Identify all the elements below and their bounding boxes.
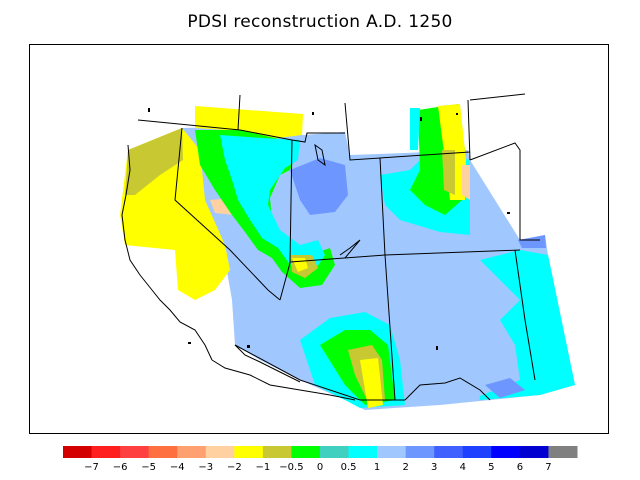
legend-swatch: [377, 446, 407, 458]
legend-tick-label: 0: [317, 462, 323, 473]
legend-tick-label: −3: [198, 462, 213, 473]
border-wy-ne: [379, 151, 471, 159]
legend-swatch: [462, 446, 492, 458]
legend-tick-label: 1: [374, 462, 380, 473]
color-legend: −7 −6 −5 −4 −3 −2 −1 −0.5 0 0.5 1 2 3 4 5 6 7: [63, 446, 578, 473]
border-id-ut: [291, 132, 345, 143]
legend-tick-label: −5: [141, 462, 156, 473]
coastline-sea-of-cortez: [234, 344, 301, 383]
island: [436, 346, 438, 350]
legend-swatch: [148, 446, 178, 458]
field-light-blue-se: [420, 310, 520, 400]
legend-tick-label: −6: [113, 462, 128, 473]
field-yellow-south: [360, 358, 383, 408]
legend-tick-label: 0.5: [341, 462, 357, 473]
island: [188, 342, 191, 344]
legend-swatch: [548, 446, 578, 458]
legend-swatch: [348, 446, 378, 458]
legend-tick-label: −2: [227, 462, 242, 473]
border-ne-ks: [469, 142, 540, 241]
field-mid-blue-ne: [518, 235, 546, 248]
legend-tick-label: 2: [402, 462, 408, 473]
border-wy-sd: [467, 99, 471, 161]
border-nv-ut: [237, 94, 241, 131]
border-ut-wy: [344, 102, 386, 256]
legend-tick-label: −0.5: [279, 462, 303, 473]
small-islands: [148, 108, 510, 350]
legend-tick-label: 3: [431, 462, 437, 473]
island: [148, 108, 150, 112]
island: [456, 113, 458, 115]
legend-swatch: [91, 446, 121, 458]
field-olive-nw: [125, 128, 183, 195]
legend-swatch: [262, 446, 292, 458]
legend-tick-label: −7: [84, 462, 99, 473]
legend-tick-label: −1: [256, 462, 271, 473]
field-cyan-band-1: [220, 135, 325, 272]
legend-swatch: [234, 446, 264, 458]
legend-tick-label: −4: [170, 462, 185, 473]
legend-tick-label: 5: [488, 462, 494, 473]
border-sd: [469, 93, 526, 101]
field-north-yellow: [195, 106, 303, 140]
legend-swatch: [491, 446, 521, 458]
legend-swatch: [291, 446, 321, 458]
legend-swatch: [205, 446, 235, 458]
legend-tick-label: 4: [460, 462, 466, 473]
field-olive-wy: [442, 150, 455, 195]
border-or-north: [137, 119, 293, 141]
great-salt-lake: [314, 143, 326, 167]
border-nm-tx: [404, 377, 491, 401]
field-mid-blue-se: [485, 378, 525, 398]
pdsi-field: [120, 104, 575, 410]
legend-tick-label: 7: [545, 462, 551, 473]
legend-swatch: [120, 446, 150, 458]
island: [312, 112, 314, 115]
page-title: PDSI reconstruction A.D. 1250: [187, 12, 453, 32]
legend-tick-label: 6: [517, 462, 523, 473]
coastline-west: [121, 144, 213, 361]
island: [420, 117, 422, 121]
legend-swatch: [63, 446, 93, 458]
legend-swatch: [434, 446, 464, 458]
legend-swatch: [405, 446, 435, 458]
border-id-nv: [279, 139, 293, 301]
border-az-mx: [234, 344, 405, 401]
island: [247, 345, 250, 348]
border-co-nm: [384, 254, 396, 401]
border-ca-nv: [174, 127, 281, 301]
legend-swatch: [177, 446, 207, 458]
state-boundaries: [121, 93, 540, 401]
border-ks-ok: [514, 249, 536, 381]
field-cyan-wy: [410, 108, 420, 150]
legend-swatch: [519, 446, 549, 458]
colorado-river-bend: [339, 239, 361, 259]
coastline-baja: [211, 359, 356, 401]
legend-swatch: [320, 446, 350, 458]
field-tan-wy: [462, 165, 470, 200]
field-mid-blue-utah: [290, 158, 348, 215]
island: [507, 212, 510, 214]
